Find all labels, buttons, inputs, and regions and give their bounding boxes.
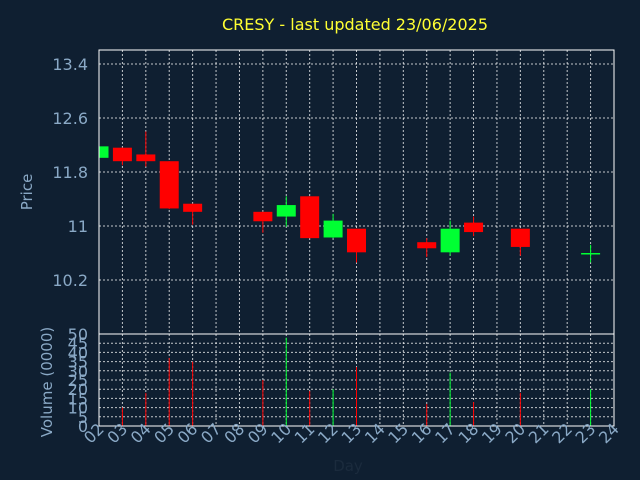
volume-y-tick-label: 0 xyxy=(78,417,88,436)
candle-body xyxy=(99,146,109,158)
price-y-tick-label: 10.2 xyxy=(52,271,88,290)
volume-y-tick-label: 10 xyxy=(68,399,88,418)
candle-body xyxy=(253,211,273,222)
candle-body xyxy=(417,242,437,249)
candle-body xyxy=(183,203,203,212)
candle-body xyxy=(323,220,343,238)
price-y-ticks: 13.4 12.6 11.8 11 10.2 xyxy=(52,55,88,290)
candle-body xyxy=(112,147,132,162)
volume-bars xyxy=(121,337,592,426)
x-axis-label: Day xyxy=(333,457,363,475)
volume-y-tick-label: 40 xyxy=(68,343,88,362)
candle-body xyxy=(276,205,296,217)
volume-axis-label: Volume (0000) xyxy=(38,327,56,437)
price-grid xyxy=(98,50,615,334)
price-y-tick-label: 13.4 xyxy=(52,55,88,74)
x-axis-ticks: 0203040506070809101112131415161718192021… xyxy=(80,419,623,447)
volume-y-tick-label: 25 xyxy=(68,371,88,390)
volume-y-tick-label: 15 xyxy=(68,389,88,408)
candle-body xyxy=(347,228,366,253)
candle-body xyxy=(440,228,460,253)
candle-body xyxy=(464,222,484,233)
volume-y-tick-label: 35 xyxy=(68,353,88,372)
x-tick-label: 24 xyxy=(595,419,623,447)
candle-body xyxy=(510,228,530,247)
price-candles xyxy=(98,131,601,263)
candle-body xyxy=(159,161,179,209)
candle-body xyxy=(581,253,601,255)
candle-body xyxy=(300,196,320,239)
price-panel: 13.4 12.6 11.8 11 10.2 Price xyxy=(18,49,615,335)
candle-body xyxy=(136,154,156,162)
price-y-tick-label: 12.6 xyxy=(52,109,88,128)
price-y-tick-label: 11.8 xyxy=(52,163,88,182)
volume-y-tick-label: 5 xyxy=(78,408,88,427)
chart-title: CRESY - last updated 23/06/2025 xyxy=(222,15,488,34)
volume-frame xyxy=(98,333,615,427)
volume-y-tick-label: 50 xyxy=(68,325,88,344)
volume-y-tick-label: 45 xyxy=(68,334,88,353)
price-axis-label: Price xyxy=(18,174,36,211)
volume-y-tick-label: 20 xyxy=(68,380,88,399)
price-y-tick-label: 11 xyxy=(68,217,88,236)
volume-y-tick-label: 30 xyxy=(68,362,88,381)
